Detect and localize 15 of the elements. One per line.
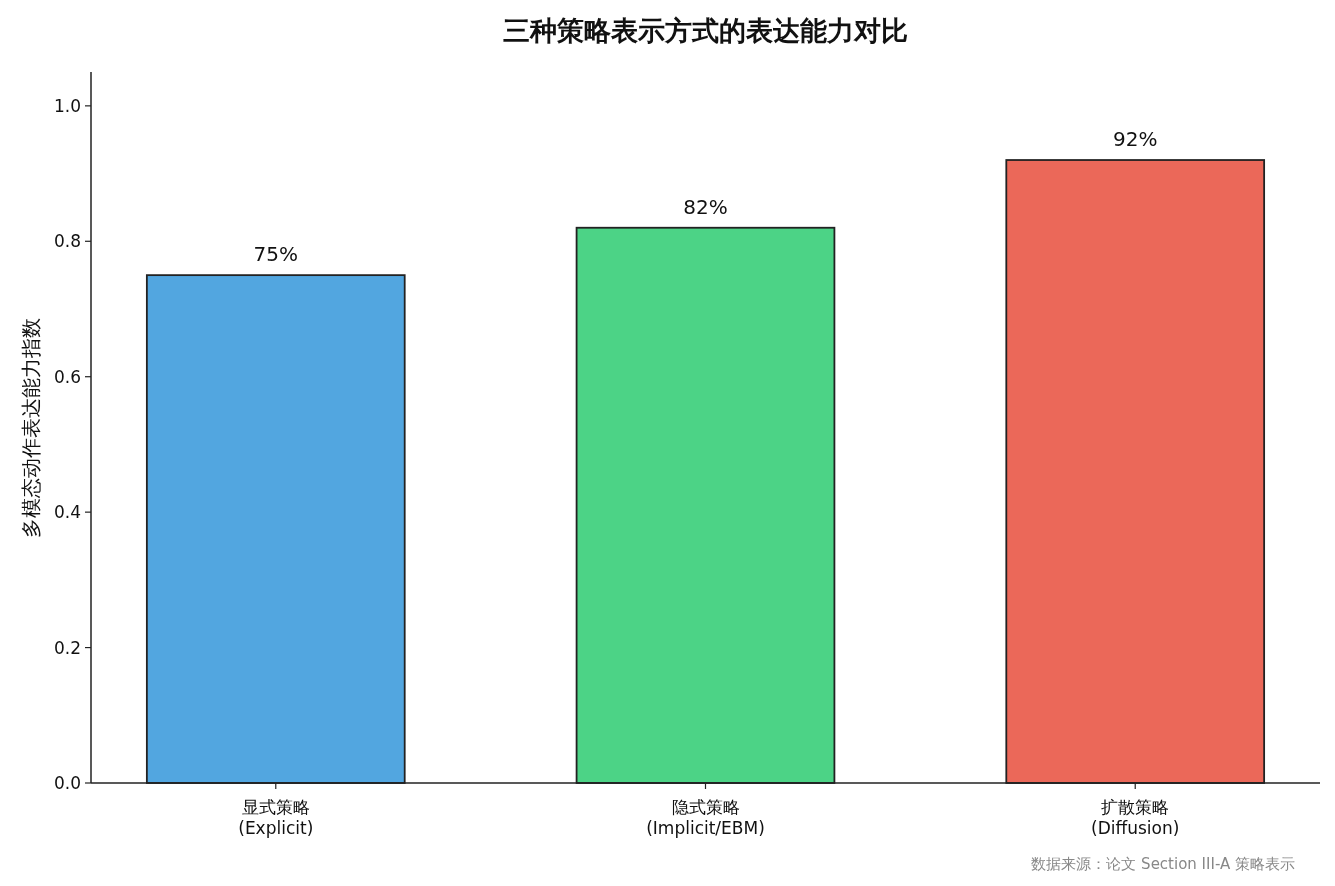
x-tick-label: 显式策略 (Explicit) xyxy=(238,797,314,838)
y-tick-label: 0.6 xyxy=(53,366,81,387)
x-tick-label: 隐式策略 (Implicit/EBM) xyxy=(646,797,765,838)
chart-title: 三种策略表示方式的表达能力对比 xyxy=(503,15,908,46)
y-tick-label: 1.0 xyxy=(53,95,81,116)
y-tick-label: 0.0 xyxy=(53,772,81,793)
x-tick-label: 扩散策略 (Diffusion) xyxy=(1091,797,1180,838)
y-axis-title: 多模态动作表达能力指数 xyxy=(19,317,43,538)
data-label: 92% xyxy=(1112,127,1158,152)
y-tick-label: 0.2 xyxy=(53,637,81,658)
y-tick-label: 0.4 xyxy=(53,502,81,523)
data-label: 75% xyxy=(253,242,299,267)
data-label: 82% xyxy=(683,194,728,219)
y-tick-label: 0.8 xyxy=(53,231,81,252)
source-note: 数据来源：论文 Section III-A 策略表示 xyxy=(1031,855,1295,873)
